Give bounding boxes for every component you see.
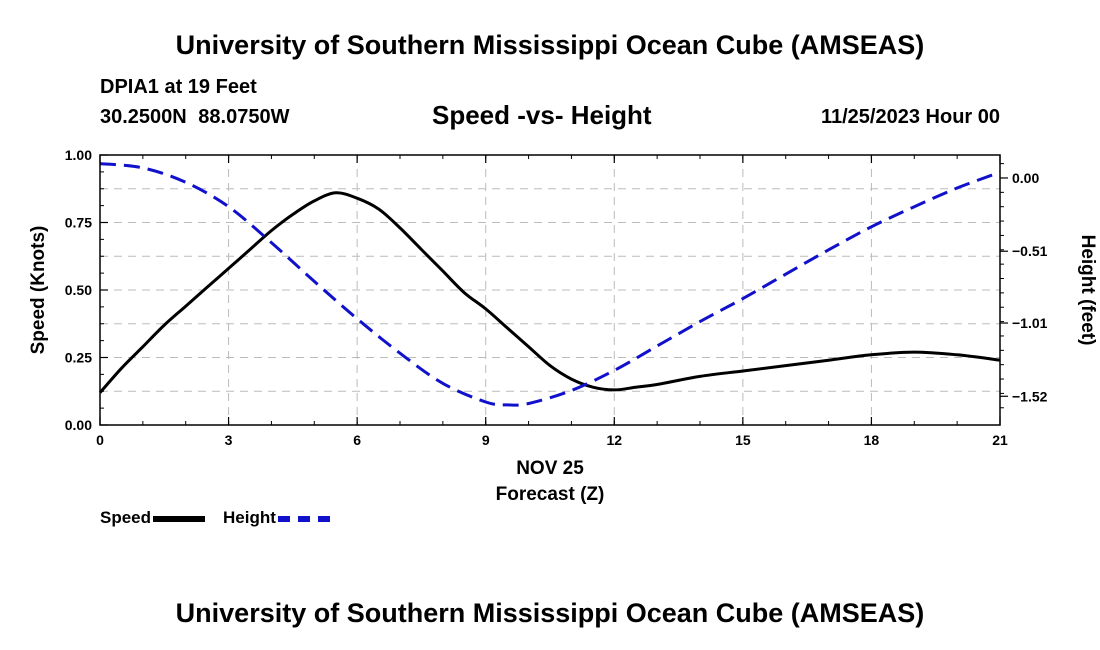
x-tick-label: 15 [735,432,751,448]
legend-height-swatch [277,516,330,522]
x-tick-label: 3 [225,432,233,448]
legend-speed-swatch [153,516,206,522]
coordinates-label: 30.2500N 88.0750W [100,106,290,128]
series-line-height [99,162,1001,407]
series-layer [98,162,1001,407]
chart-subtitle: Speed -vs- Height [432,100,652,130]
y2-tick-label: −0.51 [1012,243,1048,259]
y-tick-label: 1.00 [65,147,92,163]
x-tick-label: 12 [606,432,622,448]
x-axis-title: Forecast (Z) [496,484,605,505]
y-tick-label: 0.50 [65,282,92,298]
axes: 0 3 6 9 12 15 18 21 0.00 0.25 0.50 0.75 1.00 0.00 −0.5… [65,147,1048,448]
x-tick-label: 6 [353,432,361,448]
y-axis-title: Speed (Knots) [28,226,49,355]
forecast-datetime: 11/25/2023 Hour 00 [820,106,1000,128]
x-tick-label: 18 [864,432,880,448]
y2-tick-label: −1.52 [1012,388,1048,404]
legend-height-label: Height [223,508,276,527]
series-line-speed [98,191,1001,394]
y-tick-label: 0.25 [65,350,92,366]
y-tick-label: 0.75 [65,215,92,231]
legend-speed-label: Speed [100,508,152,527]
y2-tick-label: −1.01 [1012,315,1048,331]
y2-tick-label: 0.00 [1012,170,1039,186]
y-tick-label: 0.00 [65,417,92,433]
chart-main-title: University of Southern Mississippi Ocean… [175,30,925,60]
x-tick-label: 21 [992,432,1008,448]
grid-lines [100,155,1000,425]
station-label: DPIA1 at 19 Feet [100,76,257,98]
x-tick-label: 9 [482,432,490,448]
x-tick-label: 0 [96,432,104,448]
legend: Speed Height [100,508,348,528]
footer-title: University of Southern Mississippi Ocean… [175,598,925,628]
x-axis-date-label: NOV 25 [516,458,584,479]
y2-axis-title: Height (feet) [1077,235,1098,346]
